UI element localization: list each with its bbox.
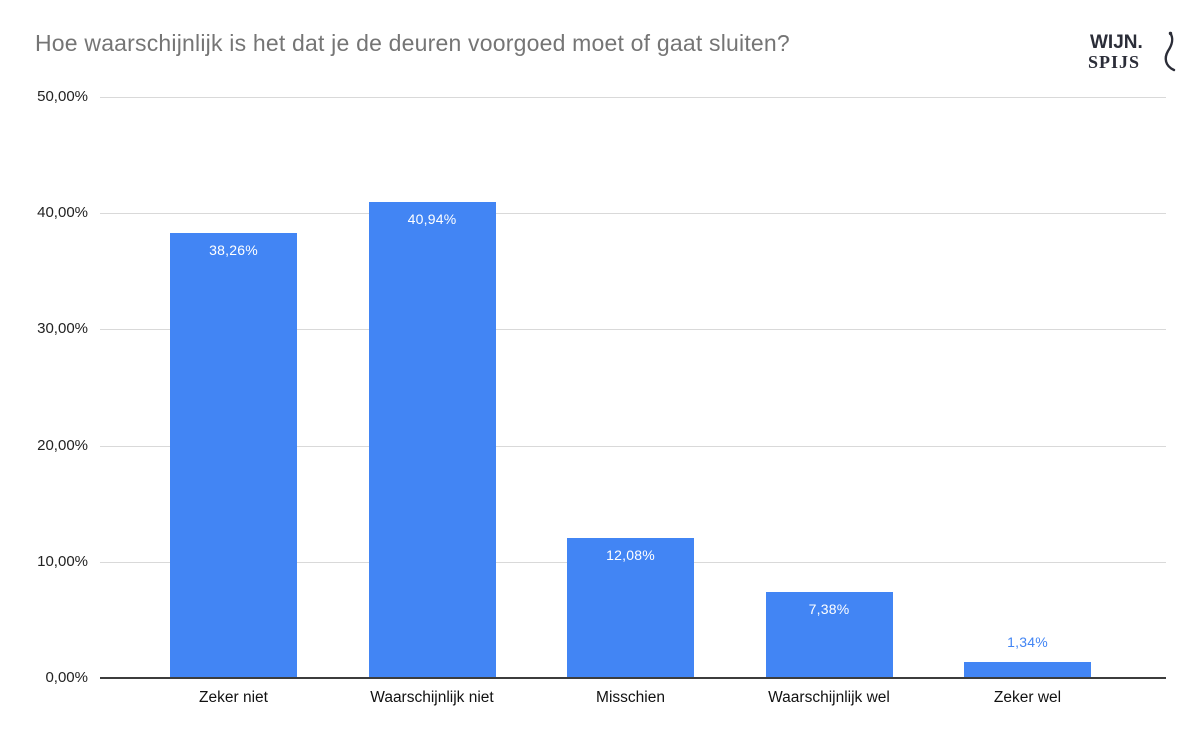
logo-text-wijn: WIJN. (1090, 32, 1143, 53)
bar-value-label: 40,94% (407, 211, 457, 228)
x-axis-category-label: Waarschijnlijk niet (370, 689, 494, 706)
x-axis-category-label: Zeker niet (199, 689, 268, 706)
bar-value-label: 7,38% (808, 601, 850, 618)
logo-text-spijs: SPIJS (1088, 52, 1141, 72)
bar-value-label: 38,26% (209, 242, 258, 259)
x-axis-category-label: Waarschijnlijk wel (768, 689, 890, 706)
y-axis-tick-label: 30,00% (37, 320, 88, 338)
y-axis-tick-label: 0,00% (45, 669, 88, 686)
bar-value-label: 12,08% (606, 546, 655, 563)
bar (765, 592, 893, 677)
x-axis-category-label: Zeker wel (993, 689, 1062, 706)
wijnspijs-logo: WIJN. SPIJS (1088, 31, 1176, 77)
bar (368, 202, 496, 677)
bar-value-label: 1,34% (1007, 634, 1048, 651)
logo-swash-icon (1164, 31, 1176, 72)
chart-title: Hoe waarschijnlijk is het dat je de deur… (35, 30, 790, 56)
bar (567, 537, 694, 677)
gridline (100, 97, 1166, 98)
y-axis-tick-label: 10,00% (37, 552, 88, 570)
y-axis-tick-label: 20,00% (37, 436, 88, 454)
bar (964, 662, 1091, 677)
gridline (100, 445, 1166, 447)
y-axis-tick-label: 40,00% (37, 204, 88, 222)
x-axis-baseline (100, 677, 1166, 679)
x-axis-category-label: Misschien (596, 689, 665, 706)
gridline (100, 329, 1166, 331)
bar (170, 233, 297, 677)
y-axis-tick-label: 50,00% (37, 88, 88, 105)
gridline (100, 213, 1166, 215)
